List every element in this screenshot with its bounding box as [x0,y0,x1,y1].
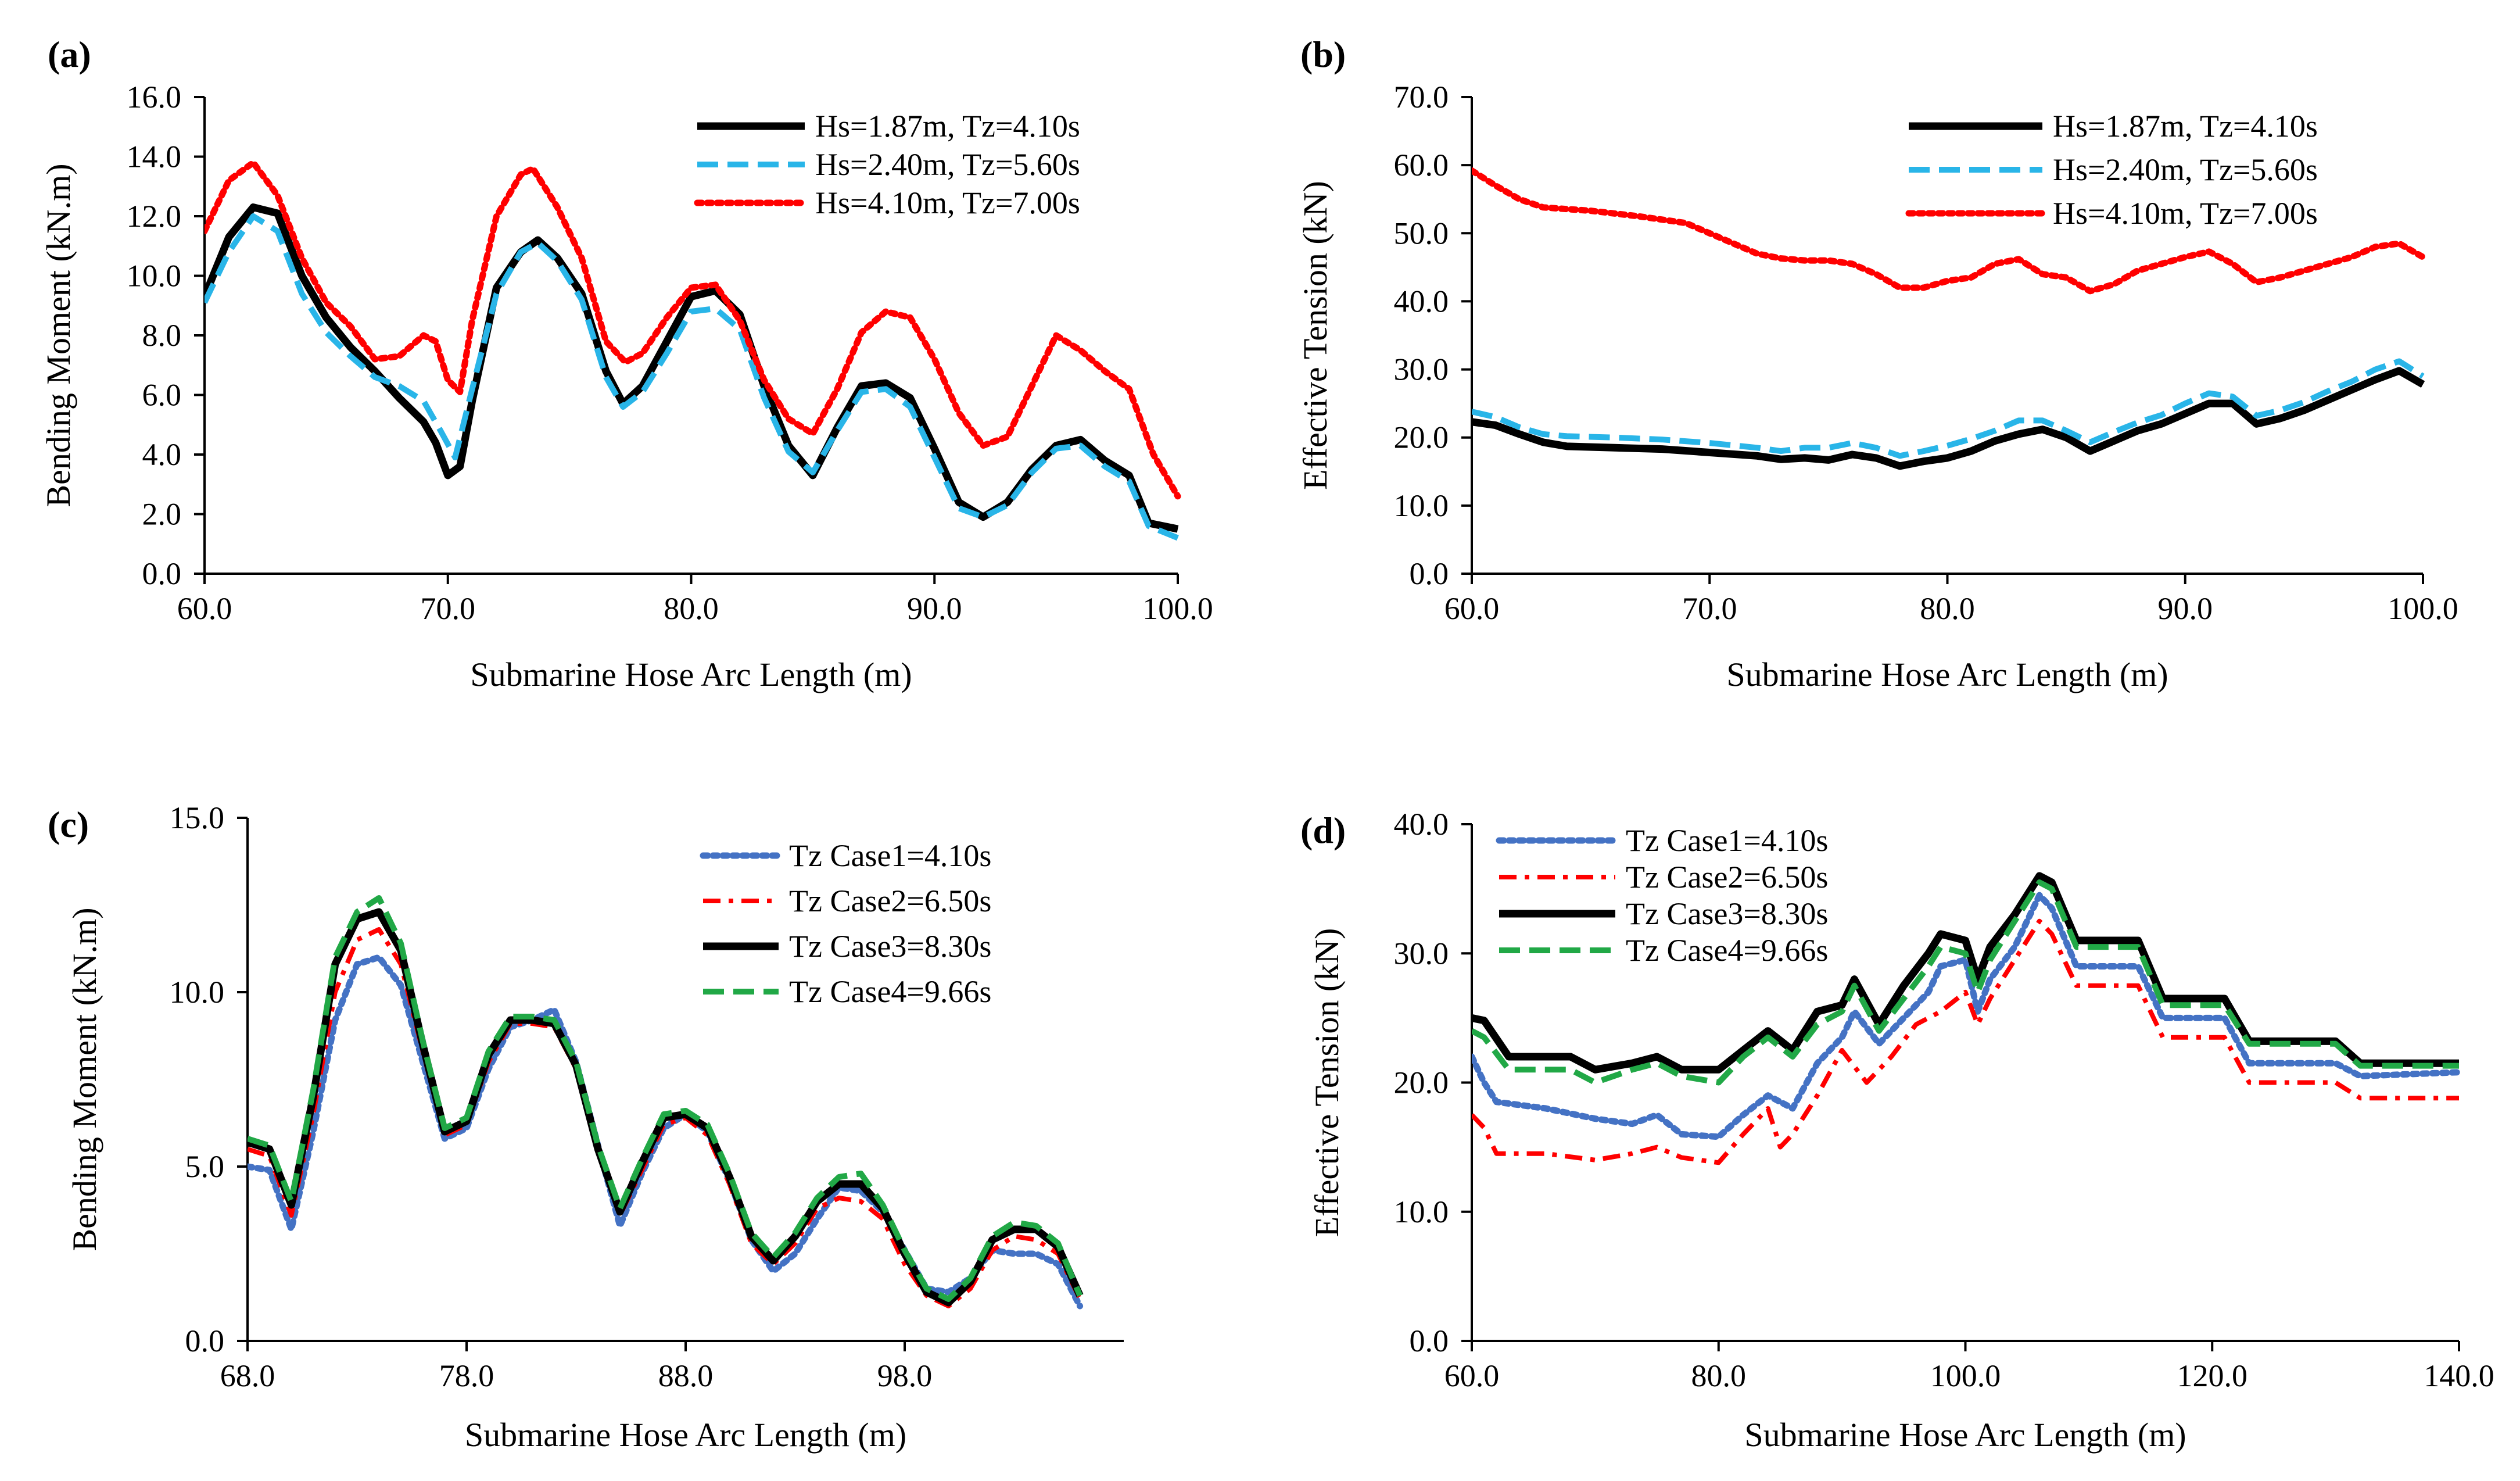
chart-panel-4: 60.0 80.0 100.0 120.0 140.0 0.0 10.0 20.0 30.0 40… [1300,807,2494,1454]
x-tick-label: 60.0 [1444,591,1500,626]
y-tick-label: 14.0 [127,139,182,174]
y-tick-label: 12.0 [127,199,182,234]
x-tick-label: 68.0 [220,1358,275,1393]
x-axis-title: Submarine Hose Arc Length (m) [1726,656,2168,693]
y-tick-label: 16.0 [127,80,182,115]
y-tick-label: 70.0 [1394,80,1449,115]
legend-label: Tz Case4=9.66s [1626,933,1828,968]
y-axis-title: Bending Moment (kN.m) [40,163,77,507]
series-line-3 [1472,872,2459,1074]
legend-label: Hs=4.10m, Tz=7.00s [2053,196,2318,231]
x-tick-label: 90.0 [2158,591,2213,626]
y-tick-label: 40.0 [1394,284,1449,319]
legend-label: Tz Case1=4.10s [789,838,991,873]
y-tick-label: 40.0 [1394,807,1449,842]
x-tick-label: 78.0 [439,1358,494,1393]
x-tick-label: 80.0 [664,591,719,626]
series-line-1 [205,203,1179,533]
panel-label: (d) [1300,810,1346,851]
y-tick-label: 60.0 [1394,148,1449,183]
x-tick-label: 70.0 [1682,591,1737,626]
y-tick-label: 2.0 [142,497,182,532]
x-tick-label: 90.0 [907,591,962,626]
x-tick-label: 60.0 [177,591,232,626]
chart-panel-1: 60.0 70.0 80.0 90.0 100.0 0.0 2.0 4.0 6.0 8.0 10.0… [40,34,1213,693]
series-line-4 [1472,879,2459,1086]
x-tick-label: 80.0 [1691,1358,1747,1393]
legend-label: Tz Case4=9.66s [789,974,991,1009]
y-tick-label: 10.0 [1394,1194,1449,1229]
y-tick-label: 5.0 [185,1149,225,1184]
x-tick-label: 98.0 [877,1358,933,1393]
x-tick-label: 88.0 [658,1358,714,1393]
y-tick-label: 20.0 [1394,1065,1449,1100]
legend-label: Tz Case3=8.30s [789,929,991,964]
x-tick-label: 100.0 [1930,1358,2001,1393]
legend: Tz Case1=4.10s Tz Case2=6.50s Tz Case3=8.3… [700,838,991,1009]
x-tick-label: 120.0 [2177,1358,2248,1393]
legend-label: Hs=2.40m, Tz=5.60s [2053,152,2318,187]
y-tick-label: 0.0 [185,1323,225,1358]
legend: Hs=1.87m, Tz=4.10s Hs=2.40m, Tz=5.60s Hs=4… [1905,109,2318,231]
series-line-1 [248,954,1084,1310]
y-tick-label: 8.0 [142,318,182,353]
panel-label: (a) [48,34,91,75]
legend-label: Hs=1.87m, Tz=4.10s [815,109,1080,144]
series-line-4 [248,895,1083,1302]
y-axis-title: Effective Tension (kN) [1308,928,1346,1237]
x-tick-label: 70.0 [421,591,476,626]
y-axis-title: Bending Moment (kN.m) [66,907,103,1251]
series-group [248,895,1084,1310]
series-line-3 [1472,167,2426,295]
y-tick-label: 15.0 [170,800,225,835]
x-axis-title: Submarine Hose Arc Length (m) [465,1416,906,1454]
legend-label: Tz Case1=4.10s [1626,823,1828,858]
x-axis-title: Submarine Hose Arc Length (m) [470,656,912,693]
y-tick-label: 30.0 [1394,352,1449,387]
y-axis-title: Effective Tension (kN) [1296,181,1334,490]
y-tick-label: 0.0 [1410,556,1449,591]
y-tick-label: 20.0 [1394,420,1449,455]
series-line-1 [1472,367,2425,470]
y-tick-label: 4.0 [142,437,182,472]
y-tick-label: 50.0 [1394,216,1449,251]
x-tick-label: 80.0 [1920,591,1975,626]
legend-label: Tz Case2=6.50s [789,883,991,918]
legend-label: Hs=1.87m, Tz=4.10s [2053,109,2318,144]
panel-label: (b) [1300,34,1346,75]
y-tick-label: 6.0 [142,378,182,413]
chart-panel-3: 68.0 78.0 88.0 98.0 0.0 5.0 10.0 15.0 Submarine … [48,800,1124,1454]
y-tick-label: 30.0 [1394,936,1449,971]
series-line-2 [205,213,1179,541]
y-tick-label: 10.0 [127,259,182,294]
y-tick-label: 0.0 [1410,1323,1449,1358]
y-tick-label: 10.0 [1394,488,1449,523]
legend-label: Tz Case3=8.30s [1626,896,1828,931]
legend-label: Hs=2.40m, Tz=5.60s [815,147,1080,182]
x-axis-title: Submarine Hose Arc Length (m) [1744,1416,2186,1454]
series-line-3 [248,908,1084,1307]
panel-label: (c) [48,804,89,845]
y-tick-label: 0.0 [142,556,182,591]
series-line-2 [1472,358,2425,459]
series-group [1472,872,2462,1165]
x-tick-label: 100.0 [1142,591,1213,626]
x-tick-label: 100.0 [2388,591,2458,626]
x-tick-label: 60.0 [1444,1358,1500,1393]
y-tick-label: 10.0 [170,975,225,1010]
series-group [205,159,1181,541]
series-line-2 [1472,918,2459,1165]
series-line-3 [205,159,1181,500]
series-line-1 [1472,892,2462,1140]
legend-label: Hs=4.10m, Tz=7.00s [815,185,1080,220]
legend-label: Tz Case2=6.50s [1626,860,1828,895]
x-tick-label: 140.0 [2424,1358,2494,1393]
series-group [1472,167,2426,470]
chart-panel-2: 60.0 70.0 80.0 90.0 100.0 0.0 10.0 20.0 30.0 40.0… [1296,34,2458,693]
